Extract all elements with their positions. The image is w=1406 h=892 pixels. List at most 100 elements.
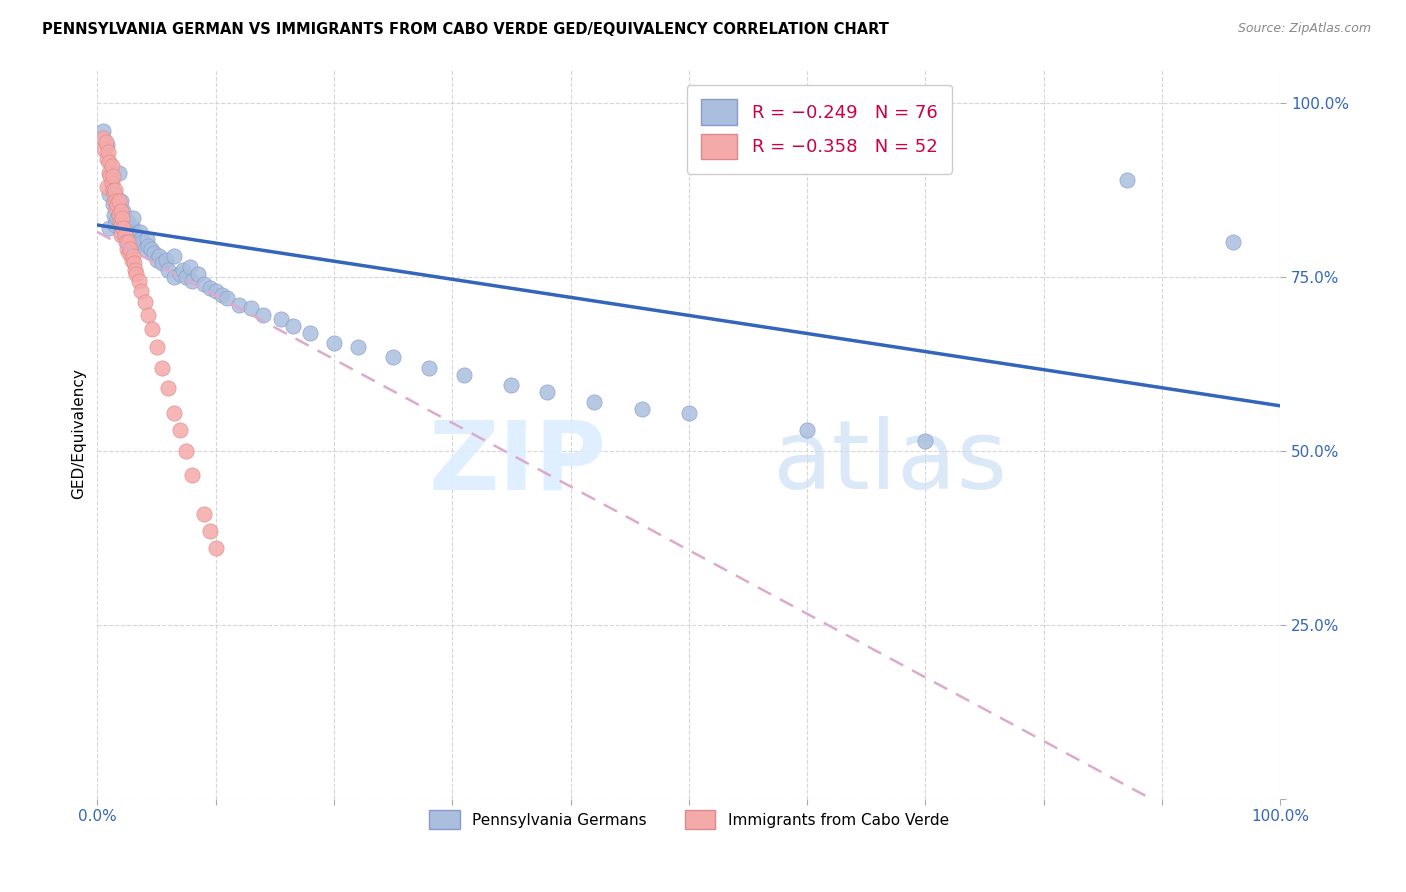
- Point: [114, 211, 136, 225]
- Point: [124, 239, 146, 253]
- Point: [299, 326, 322, 340]
- Point: [117, 235, 139, 250]
- Point: [157, 263, 180, 277]
- Point: [103, 208, 125, 222]
- Point: [128, 274, 150, 288]
- Point: [124, 263, 146, 277]
- Point: [121, 211, 143, 225]
- Point: [228, 298, 250, 312]
- Y-axis label: GED/Equivalency: GED/Equivalency: [72, 368, 86, 500]
- Point: [122, 256, 145, 270]
- Point: [136, 239, 159, 253]
- Point: [91, 124, 114, 138]
- Point: [204, 541, 226, 556]
- Legend: Pennsylvania Germans, Immigrants from Cabo Verde: Pennsylvania Germans, Immigrants from Ca…: [423, 805, 955, 835]
- Point: [281, 318, 304, 333]
- Point: [163, 249, 186, 263]
- Point: [145, 340, 167, 354]
- Point: [157, 381, 180, 395]
- Point: [211, 287, 233, 301]
- Point: [914, 434, 936, 448]
- Point: [114, 225, 136, 239]
- Point: [115, 243, 138, 257]
- Text: Source: ZipAtlas.com: Source: ZipAtlas.com: [1237, 22, 1371, 36]
- Point: [163, 270, 186, 285]
- Point: [107, 166, 129, 180]
- Point: [169, 267, 191, 281]
- Point: [101, 169, 124, 184]
- Point: [323, 336, 346, 351]
- Point: [536, 384, 558, 399]
- Point: [120, 243, 142, 257]
- Point: [252, 309, 274, 323]
- Point: [107, 208, 129, 222]
- Point: [141, 322, 163, 336]
- Point: [145, 252, 167, 267]
- Point: [104, 194, 127, 208]
- Point: [193, 277, 215, 292]
- Point: [107, 208, 129, 222]
- Point: [98, 166, 121, 180]
- Point: [169, 423, 191, 437]
- Text: ZIP: ZIP: [429, 417, 606, 509]
- Point: [129, 232, 152, 246]
- Point: [187, 267, 209, 281]
- Point: [129, 225, 152, 239]
- Point: [128, 235, 150, 250]
- Point: [1115, 173, 1137, 187]
- Point: [121, 252, 143, 267]
- Text: atlas: atlas: [772, 417, 1007, 509]
- Point: [678, 406, 700, 420]
- Point: [105, 201, 128, 215]
- Point: [796, 423, 818, 437]
- Point: [193, 507, 215, 521]
- Point: [453, 368, 475, 382]
- Point: [93, 141, 115, 155]
- Point: [121, 249, 143, 263]
- Point: [108, 214, 131, 228]
- Point: [98, 155, 121, 169]
- Point: [382, 350, 405, 364]
- Point: [101, 183, 124, 197]
- Point: [103, 186, 125, 201]
- Point: [270, 312, 292, 326]
- Point: [110, 194, 132, 208]
- Point: [98, 186, 121, 201]
- Point: [163, 406, 186, 420]
- Point: [501, 378, 523, 392]
- Point: [98, 221, 121, 235]
- Point: [98, 169, 121, 184]
- Point: [107, 194, 129, 208]
- Point: [174, 270, 197, 285]
- Point: [112, 221, 135, 235]
- Point: [630, 402, 652, 417]
- Point: [107, 211, 129, 225]
- Point: [583, 395, 606, 409]
- Point: [110, 228, 132, 243]
- Point: [152, 256, 174, 270]
- Point: [111, 211, 134, 225]
- Point: [117, 214, 139, 228]
- Point: [112, 204, 135, 219]
- Point: [96, 179, 118, 194]
- Point: [100, 159, 122, 173]
- Point: [107, 197, 129, 211]
- Point: [97, 145, 120, 159]
- Point: [134, 294, 156, 309]
- Text: PENNSYLVANIA GERMAN VS IMMIGRANTS FROM CABO VERDE GED/EQUIVALENCY CORRELATION CH: PENNSYLVANIA GERMAN VS IMMIGRANTS FROM C…: [42, 22, 889, 37]
- Point: [115, 214, 138, 228]
- Point: [104, 218, 127, 232]
- Point: [1222, 235, 1244, 250]
- Point: [104, 183, 127, 197]
- Point: [152, 360, 174, 375]
- Point: [115, 228, 138, 243]
- Point: [131, 235, 153, 250]
- Point: [125, 267, 148, 281]
- Point: [118, 245, 141, 260]
- Point: [96, 138, 118, 153]
- Point: [96, 152, 118, 166]
- Point: [204, 284, 226, 298]
- Point: [100, 176, 122, 190]
- Point: [110, 214, 132, 228]
- Point: [179, 260, 201, 274]
